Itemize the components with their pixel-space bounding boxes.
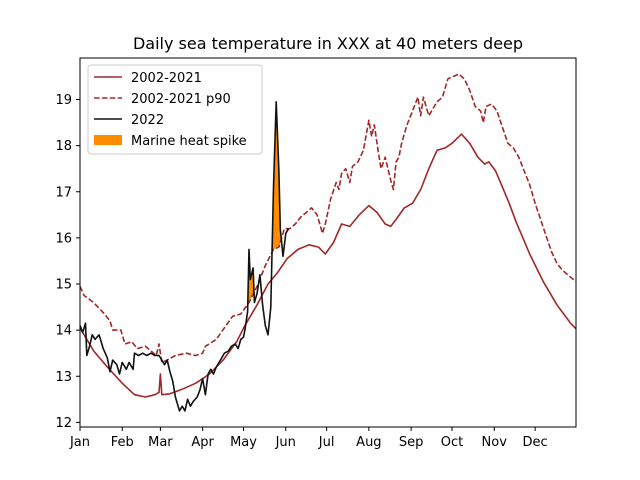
x-tick-label: Oct [441, 435, 463, 450]
legend-label: 2002-2021 [131, 71, 202, 86]
y-tick-label: 17 [55, 185, 72, 200]
x-tick-label: Aug [356, 435, 381, 450]
x-tick-label: Feb [111, 435, 134, 450]
y-tick-label: 12 [55, 416, 72, 431]
series-2022 [79, 101, 290, 412]
y-tick-label: 15 [55, 278, 72, 293]
y-tick-label: 18 [55, 139, 72, 154]
x-tick-label: Jan [69, 435, 90, 450]
x-tick-label: Sep [399, 435, 424, 450]
x-tick-label: Jul [318, 435, 335, 450]
x-tick-label: Mar [148, 435, 173, 450]
x-tick-label: Jun [275, 435, 296, 450]
series-lines [79, 73, 577, 412]
y-axis: 12 13 14 15 16 17 18 19 [55, 93, 80, 431]
legend-entry-2002-2021: 2002-2021 [94, 71, 202, 86]
x-tick-label: Apr [191, 435, 214, 450]
legend-entry-2022: 2022 [94, 113, 164, 128]
legend-entry-2002-2021-p90: 2002-2021 p90 [94, 92, 231, 107]
y-tick-label: 14 [55, 324, 72, 339]
x-tick-label: Nov [482, 435, 508, 450]
x-tick-label: May [230, 435, 257, 450]
heat-spike-fill [272, 101, 281, 253]
legend-entry-marine-heat-spike: Marine heat spike [94, 134, 247, 149]
y-tick-label: 19 [55, 93, 72, 108]
legend-box [87, 64, 263, 155]
legend-label: 2022 [131, 113, 164, 128]
y-tick-label: 13 [55, 370, 72, 385]
legend-label: 2002-2021 p90 [131, 92, 231, 107]
y-tick-label: 16 [55, 231, 72, 246]
plot-frame [79, 57, 577, 428]
x-axis: Jan Feb Mar Apr May Jun Jul Aug Sep Oct Nov Dec [69, 427, 548, 450]
legend-label: Marine heat spike [131, 134, 247, 149]
legend-swatch [94, 135, 122, 145]
legend: 2002-2021 2002-2021 p90 2022 Marine heat sp… [87, 64, 263, 155]
chart-title: Daily sea temperature in XXX at 40 meter… [133, 34, 523, 53]
series-2002-2021-p90 [79, 73, 577, 364]
x-tick-label: Dec [523, 435, 548, 450]
series-2002-2021 [79, 133, 577, 398]
